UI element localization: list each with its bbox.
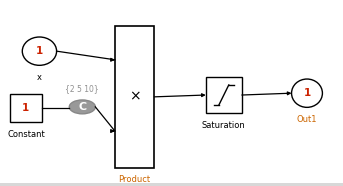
Text: x: x	[37, 73, 42, 82]
Text: 1: 1	[303, 88, 311, 98]
Text: 1: 1	[36, 46, 43, 56]
Text: ×: ×	[129, 90, 140, 104]
Circle shape	[69, 100, 95, 114]
Bar	[115, 26, 154, 168]
Text: C: C	[78, 102, 86, 112]
Text: Out1: Out1	[297, 115, 317, 124]
Text: Constant: Constant	[7, 130, 45, 139]
Ellipse shape	[22, 37, 57, 65]
Ellipse shape	[292, 79, 322, 107]
Bar	[10, 94, 42, 122]
Text: 1: 1	[22, 103, 29, 113]
Bar	[206, 77, 242, 113]
Text: Saturation: Saturation	[202, 121, 246, 130]
Text: Product: Product	[119, 175, 151, 185]
Text: {2 5 10}: {2 5 10}	[66, 84, 99, 93]
